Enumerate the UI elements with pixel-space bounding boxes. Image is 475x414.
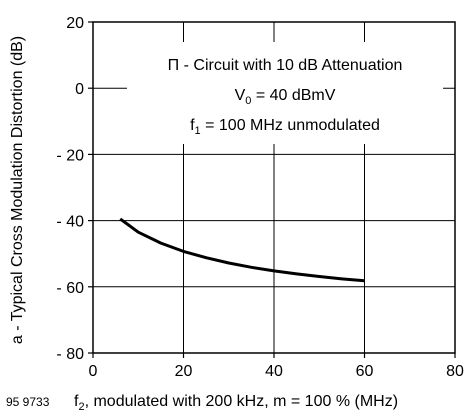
y-tick-label: - 80 <box>56 346 84 363</box>
y-tick-label: 20 <box>66 15 84 32</box>
y-tick-label: - 40 <box>56 214 84 231</box>
x-tick-label: 60 <box>356 363 374 380</box>
annotation-line-3: f1 = 100 MHz unmodulated <box>190 117 380 137</box>
y-axis-ticks: 20 0 - 20 - 40 - 60 - 80 <box>56 15 93 363</box>
annotation-line-1: Π - Circuit with 10 dB Attenuation <box>168 57 403 74</box>
data-series <box>119 217 365 283</box>
series-line <box>119 217 365 283</box>
figure-code: 95 9733 <box>6 395 50 409</box>
x-tick-label: 0 <box>89 363 98 380</box>
x-tick-label: 40 <box>265 363 283 380</box>
y-tick-label: - 20 <box>56 147 84 164</box>
x-tick-label: 20 <box>175 363 193 380</box>
annotation-line-2: V0 = 40 dBmV <box>235 87 336 107</box>
y-tick-label: 0 <box>75 81 84 98</box>
annotation-background <box>127 42 443 144</box>
y-axis-title: a - Typical Cross Modulation Distortion … <box>9 36 26 344</box>
x-tick-label: 80 <box>446 363 464 380</box>
x-axis-title: f2, modulated with 200 kHz, m = 100 % (M… <box>74 393 398 413</box>
y-tick-label: - 60 <box>56 280 84 297</box>
x-axis-ticks: 0 20 40 60 80 <box>89 353 464 380</box>
